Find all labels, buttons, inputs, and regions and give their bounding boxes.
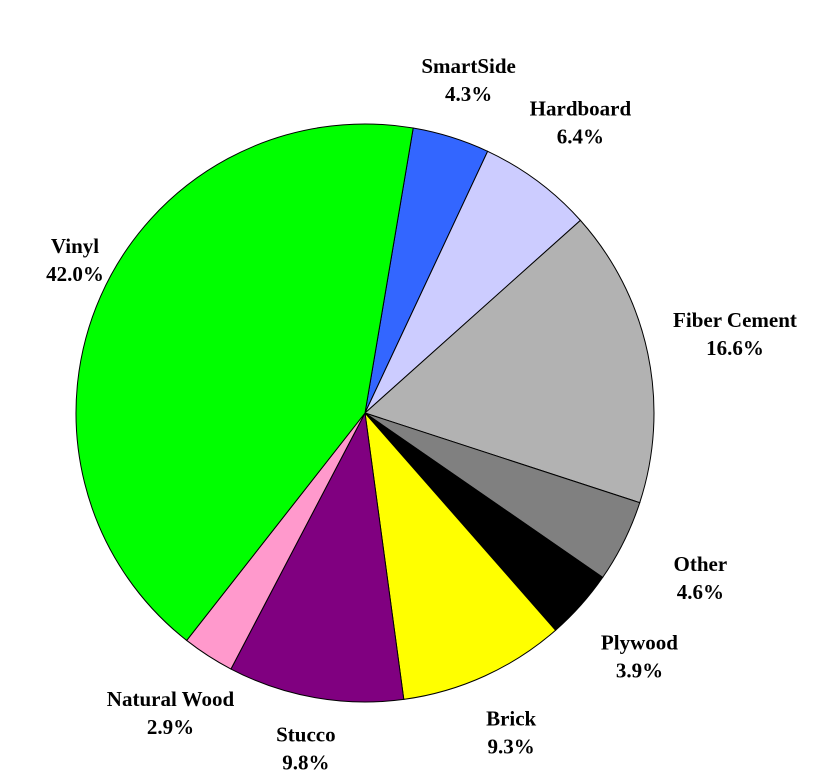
slice-value-label: 2.9% bbox=[147, 715, 194, 739]
slice-value-label: 3.9% bbox=[616, 658, 663, 682]
slice-value-label: 4.6% bbox=[677, 580, 724, 604]
slice-value-label: 6.4% bbox=[557, 124, 604, 148]
slice-label: Fiber Cement bbox=[673, 308, 797, 332]
slice-label: Other bbox=[674, 552, 728, 576]
slice-label: Stucco bbox=[276, 722, 336, 746]
slice-value-label: 9.3% bbox=[488, 735, 535, 759]
slice-label: Hardboard bbox=[530, 96, 632, 120]
pie-slice bbox=[230, 411, 405, 703]
slice-value-label: 9.8% bbox=[282, 750, 329, 774]
slice-value-label: 42.0% bbox=[46, 262, 104, 286]
slice-value-label: 4.3% bbox=[445, 82, 492, 106]
slice-label: Vinyl bbox=[51, 234, 99, 258]
slice-label: Brick bbox=[486, 707, 536, 731]
pie-slice bbox=[364, 150, 582, 414]
pie-slice bbox=[364, 411, 557, 700]
pie-slice bbox=[75, 123, 414, 642]
slice-label: Plywood bbox=[601, 630, 678, 654]
slice-label: Natural Wood bbox=[107, 687, 235, 711]
pie-slice bbox=[364, 219, 655, 504]
slice-value-label: 16.6% bbox=[706, 336, 764, 360]
slice-label: SmartSide bbox=[421, 54, 516, 78]
